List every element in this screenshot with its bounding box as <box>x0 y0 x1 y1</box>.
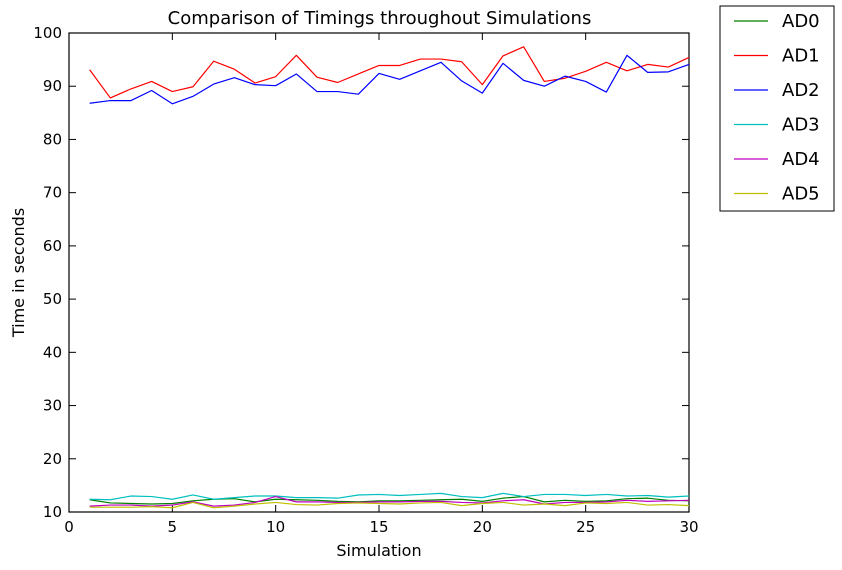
series-line-ad3 <box>89 492 690 501</box>
series-line-ad1 <box>89 46 690 99</box>
x-axis-label: Simulation <box>336 541 421 560</box>
y-tick-label: 30 <box>43 397 62 415</box>
legend-label-ad1: AD1 <box>782 46 820 67</box>
y-tick-label: 90 <box>43 77 62 95</box>
x-tick-label: 15 <box>369 518 388 536</box>
plot-area <box>68 32 690 513</box>
legend-label-ad5: AD5 <box>782 184 820 205</box>
x-tick-label: 5 <box>168 518 178 536</box>
x-tick-label: 20 <box>473 518 492 536</box>
y-tick-label: 70 <box>43 184 62 202</box>
legend-label-ad4: AD4 <box>782 149 820 170</box>
y-tick-label: 20 <box>43 450 62 468</box>
series-line-ad5 <box>89 501 690 509</box>
x-tick-label: 25 <box>576 518 595 536</box>
series-line-ad4 <box>89 495 690 507</box>
legend: AD0 AD1 AD2 AD3 AD4 AD5 <box>719 5 835 212</box>
axis-ticks: 0 5 10 15 20 25 30 10 20 30 40 50 60 70 80 90 100 <box>33 24 698 536</box>
y-tick-label: 80 <box>43 130 62 148</box>
legend-label-ad3: AD3 <box>782 115 820 136</box>
x-tick-label: 10 <box>266 518 285 536</box>
series-line-ad2 <box>89 54 690 105</box>
y-tick-label: 100 <box>33 24 62 42</box>
y-axis-label: Time in seconds <box>9 208 28 338</box>
y-tick-label: 60 <box>43 237 62 255</box>
series-lines <box>89 46 690 509</box>
legend-label-ad0: AD0 <box>782 11 820 32</box>
y-tick-label: 50 <box>43 290 62 308</box>
chart-title: Comparison of Timings throughout Simulat… <box>168 8 592 29</box>
x-tick-label: 0 <box>64 518 74 536</box>
legend-box <box>719 5 835 212</box>
legend-label-ad2: AD2 <box>782 80 820 101</box>
y-tick-label: 10 <box>43 503 62 521</box>
x-tick-label: 30 <box>679 518 698 536</box>
y-tick-label: 40 <box>43 343 62 361</box>
series-line-ad0 <box>89 495 690 505</box>
